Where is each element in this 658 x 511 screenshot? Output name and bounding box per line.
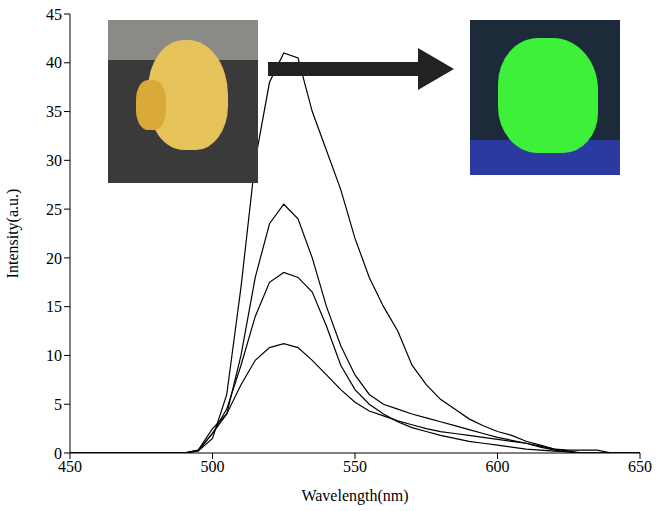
svg-text:500: 500 [201,458,225,475]
svg-text:Wavelength(nm): Wavelength(nm) [301,487,408,505]
svg-text:550: 550 [343,458,367,475]
svg-text:25: 25 [46,201,62,218]
svg-text:40: 40 [46,54,62,71]
svg-text:0: 0 [54,445,62,462]
svg-text:650: 650 [628,458,652,475]
svg-text:35: 35 [46,103,62,120]
svg-text:45: 45 [46,6,62,23]
svg-text:600: 600 [486,458,510,475]
svg-text:15: 15 [46,298,62,315]
svg-text:Intensity(a.u.): Intensity(a.u.) [4,189,22,279]
svg-text:5: 5 [54,396,62,413]
svg-text:30: 30 [46,152,62,169]
svg-text:20: 20 [46,250,62,267]
svg-text:10: 10 [46,347,62,364]
svg-text:450: 450 [58,458,82,476]
